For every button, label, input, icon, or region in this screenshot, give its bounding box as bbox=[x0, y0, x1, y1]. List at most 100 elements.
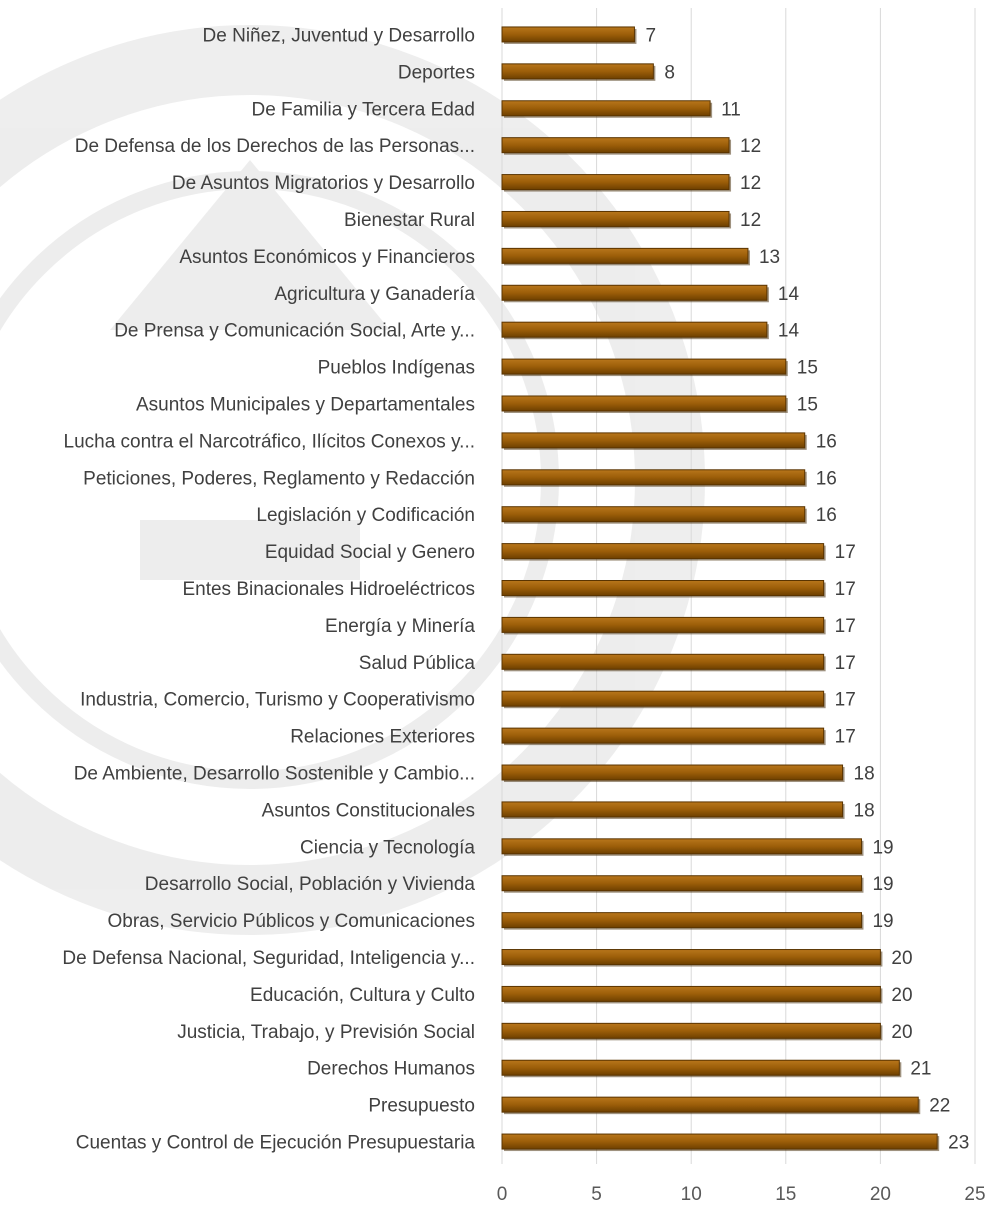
bar-28 bbox=[501, 1022, 881, 1039]
x-tick-label: 10 bbox=[681, 1184, 702, 1205]
category-label: Salud Pública bbox=[359, 653, 476, 674]
data-label: 17 bbox=[835, 727, 856, 748]
bar-14 bbox=[501, 506, 806, 523]
category-label: Deportes bbox=[398, 62, 475, 83]
x-tick-label: 20 bbox=[870, 1184, 891, 1205]
category-label: Justicia, Trabajo, y Previsión Social bbox=[177, 1022, 475, 1043]
bar-2 bbox=[501, 63, 654, 80]
category-label: Desarrollo Social, Población y Vivienda bbox=[145, 874, 476, 895]
data-label: 7 bbox=[645, 25, 656, 46]
data-label: 16 bbox=[816, 431, 837, 452]
data-label: 15 bbox=[797, 358, 818, 379]
category-label: De Defensa Nacional, Seguridad, Intelige… bbox=[62, 948, 475, 969]
data-label: 11 bbox=[721, 99, 741, 120]
data-label: 19 bbox=[872, 911, 893, 932]
bar-16 bbox=[501, 580, 825, 596]
data-label: 18 bbox=[854, 764, 875, 785]
category-label: Educación, Cultura y Culto bbox=[250, 985, 475, 1006]
data-label: 22 bbox=[929, 1096, 950, 1117]
category-label: Equidad Social y Genero bbox=[265, 542, 475, 563]
data-label: 20 bbox=[891, 1022, 912, 1043]
data-label: 17 bbox=[835, 653, 856, 674]
data-label: 19 bbox=[872, 874, 893, 895]
bar-13 bbox=[501, 469, 806, 486]
category-label: Entes Binacionales Hidroeléctricos bbox=[182, 579, 475, 600]
category-label: De Niñez, Juventud y Desarrollo bbox=[203, 25, 475, 46]
data-label: 8 bbox=[664, 62, 675, 83]
category-label: Presupuesto bbox=[368, 1096, 475, 1117]
data-label: 17 bbox=[835, 690, 856, 711]
category-label: Relaciones Exteriores bbox=[290, 727, 475, 748]
bar-9 bbox=[501, 321, 768, 338]
bar-1 bbox=[501, 26, 635, 43]
data-label: 12 bbox=[740, 136, 761, 157]
bar-10 bbox=[501, 358, 787, 375]
bar-29 bbox=[501, 1059, 900, 1076]
bar-4 bbox=[501, 137, 730, 154]
category-label: Asuntos Económicos y Financieros bbox=[179, 247, 475, 268]
bar-24 bbox=[501, 875, 862, 892]
category-label: Obras, Servicio Públicos y Comunicacione… bbox=[108, 911, 476, 932]
data-label: 23 bbox=[948, 1133, 969, 1154]
bar-11 bbox=[501, 395, 787, 412]
bar-25 bbox=[501, 912, 862, 929]
bar-6 bbox=[501, 210, 730, 227]
category-label: De Ambiente, Desarrollo Sostenible y Cam… bbox=[74, 764, 475, 785]
data-label: 16 bbox=[816, 468, 837, 489]
bar-21 bbox=[501, 764, 844, 781]
bar-5 bbox=[501, 174, 730, 191]
bar-27 bbox=[501, 985, 881, 1002]
bar-20 bbox=[501, 727, 825, 744]
category-label: Asuntos Municipales y Departamentales bbox=[136, 394, 475, 415]
x-tick-label: 0 bbox=[497, 1184, 508, 1205]
data-label: 16 bbox=[816, 505, 837, 526]
data-label: 20 bbox=[891, 948, 912, 969]
category-label: Ciencia y Tecnología bbox=[300, 837, 475, 858]
bar-26 bbox=[501, 949, 881, 966]
category-label: Energía y Minería bbox=[325, 616, 475, 637]
bar-12 bbox=[501, 432, 806, 449]
bar-15 bbox=[501, 543, 825, 560]
data-label: 14 bbox=[778, 321, 800, 342]
data-label: 12 bbox=[740, 210, 761, 231]
bar-22 bbox=[501, 801, 844, 818]
data-label: 17 bbox=[835, 579, 856, 600]
x-tick-label: 15 bbox=[775, 1184, 796, 1205]
data-label: 15 bbox=[797, 394, 818, 415]
data-label: 17 bbox=[835, 616, 856, 637]
data-label: 19 bbox=[872, 837, 893, 858]
category-label: Peticiones, Poderes, Reglamento y Redacc… bbox=[83, 468, 475, 489]
category-label: Bienestar Rural bbox=[344, 210, 475, 231]
bar-17 bbox=[501, 616, 825, 633]
data-label: 17 bbox=[835, 542, 856, 563]
category-label: De Defensa de los Derechos de las Person… bbox=[75, 136, 475, 157]
category-label: Cuentas y Control de Ejecución Presupues… bbox=[76, 1133, 476, 1154]
category-label: De Prensa y Comunicación Social, Arte y.… bbox=[114, 321, 475, 342]
bar-30 bbox=[501, 1096, 919, 1113]
x-tick-label: 25 bbox=[964, 1184, 985, 1205]
category-label: Lucha contra el Narcotráfico, Ilícitos C… bbox=[64, 431, 476, 452]
bar-31 bbox=[501, 1133, 938, 1150]
category-label: De Asuntos Migratorios y Desarrollo bbox=[172, 173, 475, 194]
category-label: Industria, Comercio, Turismo y Cooperati… bbox=[80, 690, 475, 711]
category-label: Pueblos Indígenas bbox=[318, 358, 475, 379]
data-label: 14 bbox=[778, 284, 800, 305]
bar-3 bbox=[501, 100, 711, 117]
bar-19 bbox=[501, 690, 825, 707]
category-label: Asuntos Constitucionales bbox=[262, 800, 475, 821]
data-label: 21 bbox=[910, 1059, 931, 1080]
data-label: 18 bbox=[854, 800, 875, 821]
category-label: Legislación y Codificación bbox=[256, 505, 475, 526]
bar-23 bbox=[501, 838, 862, 855]
data-label: 20 bbox=[891, 985, 912, 1006]
data-label: 12 bbox=[740, 173, 761, 194]
category-label: Agricultura y Ganadería bbox=[274, 284, 475, 305]
category-label: Derechos Humanos bbox=[307, 1059, 475, 1080]
bar-18 bbox=[501, 653, 825, 670]
bar-7 bbox=[501, 247, 749, 264]
x-tick-label: 5 bbox=[591, 1184, 602, 1205]
data-label: 13 bbox=[759, 247, 780, 268]
category-label: De Familia y Tercera Edad bbox=[251, 99, 475, 120]
